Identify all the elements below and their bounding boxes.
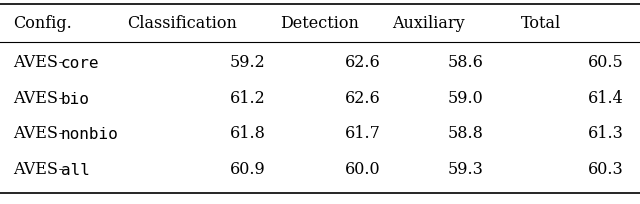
Text: 61.3: 61.3	[588, 125, 624, 142]
Text: AVES-: AVES-	[13, 125, 64, 142]
Text: bio: bio	[61, 91, 90, 106]
Text: Config.: Config.	[13, 15, 72, 32]
Text: AVES-: AVES-	[13, 89, 64, 106]
Text: 59.0: 59.0	[447, 89, 483, 106]
Text: 58.8: 58.8	[447, 125, 483, 142]
Text: AVES-: AVES-	[13, 161, 64, 177]
Text: AVES-: AVES-	[13, 53, 64, 70]
Text: 61.7: 61.7	[345, 125, 381, 142]
Text: Classification: Classification	[127, 15, 237, 32]
Text: 60.5: 60.5	[588, 53, 624, 70]
Text: Auxiliary: Auxiliary	[392, 15, 465, 32]
Text: 59.2: 59.2	[230, 53, 266, 70]
Text: all: all	[61, 163, 90, 177]
Text: 59.3: 59.3	[447, 161, 483, 177]
Text: Detection: Detection	[280, 15, 360, 32]
Text: 60.9: 60.9	[230, 161, 266, 177]
Text: 60.3: 60.3	[588, 161, 624, 177]
Text: 61.8: 61.8	[230, 125, 266, 142]
Text: 62.6: 62.6	[345, 53, 381, 70]
Text: 61.4: 61.4	[588, 89, 624, 106]
Text: core: core	[61, 55, 99, 70]
Text: 62.6: 62.6	[345, 89, 381, 106]
Text: Total: Total	[521, 15, 561, 32]
Text: 58.6: 58.6	[447, 53, 483, 70]
Text: 61.2: 61.2	[230, 89, 266, 106]
Text: 60.0: 60.0	[345, 161, 381, 177]
Text: nonbio: nonbio	[61, 127, 118, 142]
